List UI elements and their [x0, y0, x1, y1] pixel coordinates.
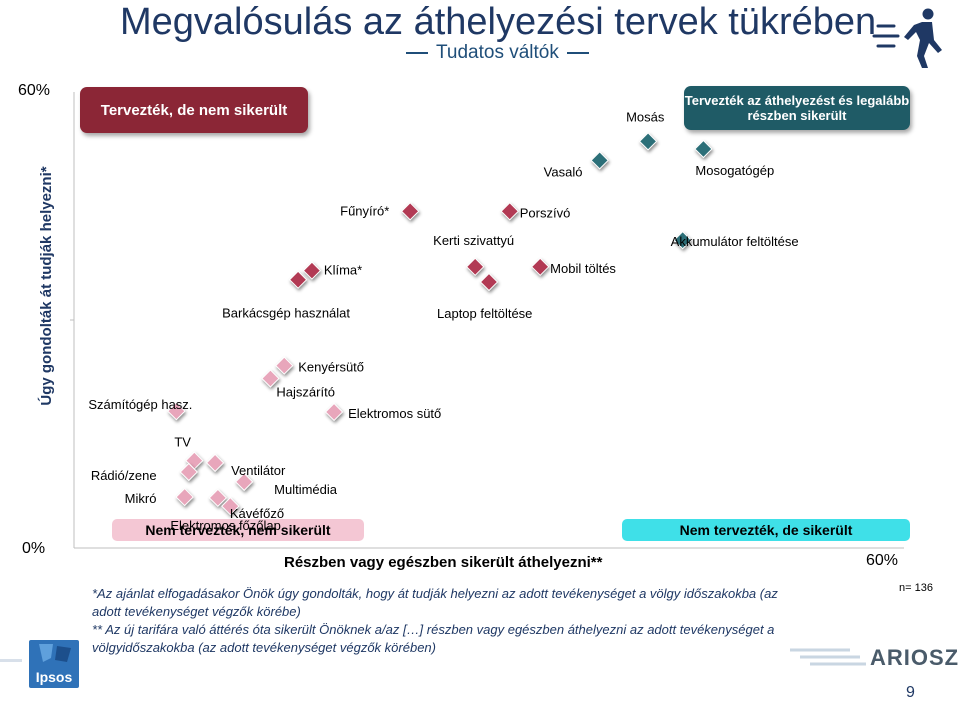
data-point-label: Kávéfőző — [230, 506, 284, 521]
data-point-label: Mosás — [626, 109, 665, 124]
data-point-label: Multimédia — [274, 482, 338, 497]
page-number: 9 — [906, 684, 915, 701]
data-point-marker — [479, 272, 499, 292]
data-point-marker — [500, 202, 519, 221]
data-point-marker — [261, 369, 280, 388]
data-point-marker — [221, 496, 240, 516]
data-point-label: Ventilátor — [231, 463, 286, 478]
data-point-label: Porszívó — [520, 205, 571, 220]
data-point-label: Kenyérsütő — [298, 360, 364, 375]
data-point-marker — [590, 151, 609, 170]
subtitle-dash-right — [566, 51, 589, 54]
footnote-1: *Az ajánlat elfogadásakor Önök úgy gondo… — [92, 586, 778, 619]
data-point-marker — [694, 139, 713, 159]
data-point-marker — [234, 472, 254, 492]
ariosz-logo-mark — [790, 648, 866, 666]
subtitle-dash-left — [406, 51, 428, 54]
data-point-marker — [324, 402, 344, 422]
data-point-label: TV — [174, 435, 191, 450]
subtitle-text: Tudatos váltók — [436, 42, 559, 63]
x-tick-right: 60% — [866, 552, 899, 569]
walking-person-icon — [872, 8, 942, 68]
data-point-marker — [673, 230, 692, 250]
data-point-label: Klíma* — [324, 263, 362, 278]
ariosz-logo-text: ARIOSZ — [870, 645, 960, 670]
footnotes: *Az ajánlat elfogadásakor Önök úgy gondo… — [92, 585, 792, 657]
data-point-marker — [275, 356, 294, 375]
data-point-marker — [167, 401, 186, 421]
data-point-marker — [302, 261, 322, 280]
footnote-2: ** Az új tarifára való áttérés óta siker… — [92, 622, 775, 655]
data-point-label: Elektromos főzőlap — [170, 518, 281, 533]
data-point-label: Elektromos sütő — [348, 406, 441, 421]
data-point-label: Akkumulátor feltöltése — [671, 234, 799, 249]
data-point-label: Rádió/zene — [91, 468, 157, 483]
page-subtitle: Tudatos váltók — [398, 42, 597, 64]
quadrant-bottom-left: Nem tervezték, nem sikerült — [112, 519, 364, 541]
data-point-marker — [400, 202, 420, 221]
quadrant-top-right: Tervezték az áthelyezést és legalább rés… — [684, 86, 910, 130]
quadrant-bottom-right: Nem tervezték, de sikerült — [622, 519, 910, 541]
y-tick-bottom: 0% — [22, 540, 46, 557]
data-point-marker — [175, 487, 194, 507]
data-point-label: Mikró — [125, 491, 157, 506]
data-point-marker — [638, 132, 658, 151]
data-point-label: Mosogatógép — [695, 163, 774, 178]
data-point-label: Számítógép hasz. — [88, 397, 192, 412]
x-axis-label: Részben vagy egészben sikerült áthelyezn… — [284, 554, 603, 571]
data-point-label: Mobil töltés — [550, 261, 616, 276]
data-point-marker — [465, 257, 485, 277]
data-point-marker — [179, 462, 199, 482]
data-point-label: Vasaló — [544, 164, 583, 179]
data-points — [167, 132, 713, 516]
y-tick-top: 60% — [18, 82, 51, 99]
sample-size: n= 136 — [899, 582, 933, 594]
data-point-marker — [205, 453, 225, 473]
ipsos-logo-text: Ipsos — [35, 669, 73, 685]
data-point-label: Hajszárító — [276, 385, 335, 400]
data-labels: Mosás Mosogatógép Vasaló Porszívó Fűnyíró* Ak… — [88, 109, 798, 533]
data-point-label: Fűnyíró* — [340, 203, 389, 218]
ipsos-logo: Ipsos — [29, 640, 79, 688]
axis-lines — [70, 92, 904, 549]
page-title: Megvalósulás az áthelyezési tervek tükré… — [120, 1, 877, 43]
data-point-label: Kerti szivattyú — [433, 233, 514, 248]
footer-line — [0, 659, 22, 662]
data-point-label: Laptop feltöltése — [437, 306, 532, 321]
quadrant-top-left: Tervezték, de nem sikerült — [80, 87, 308, 133]
data-point-marker — [208, 488, 228, 508]
ipsos-logo-mark — [39, 644, 71, 662]
data-point-label: Barkácsgép használat — [222, 306, 350, 321]
data-point-marker — [530, 257, 550, 277]
data-point-marker — [288, 270, 308, 289]
